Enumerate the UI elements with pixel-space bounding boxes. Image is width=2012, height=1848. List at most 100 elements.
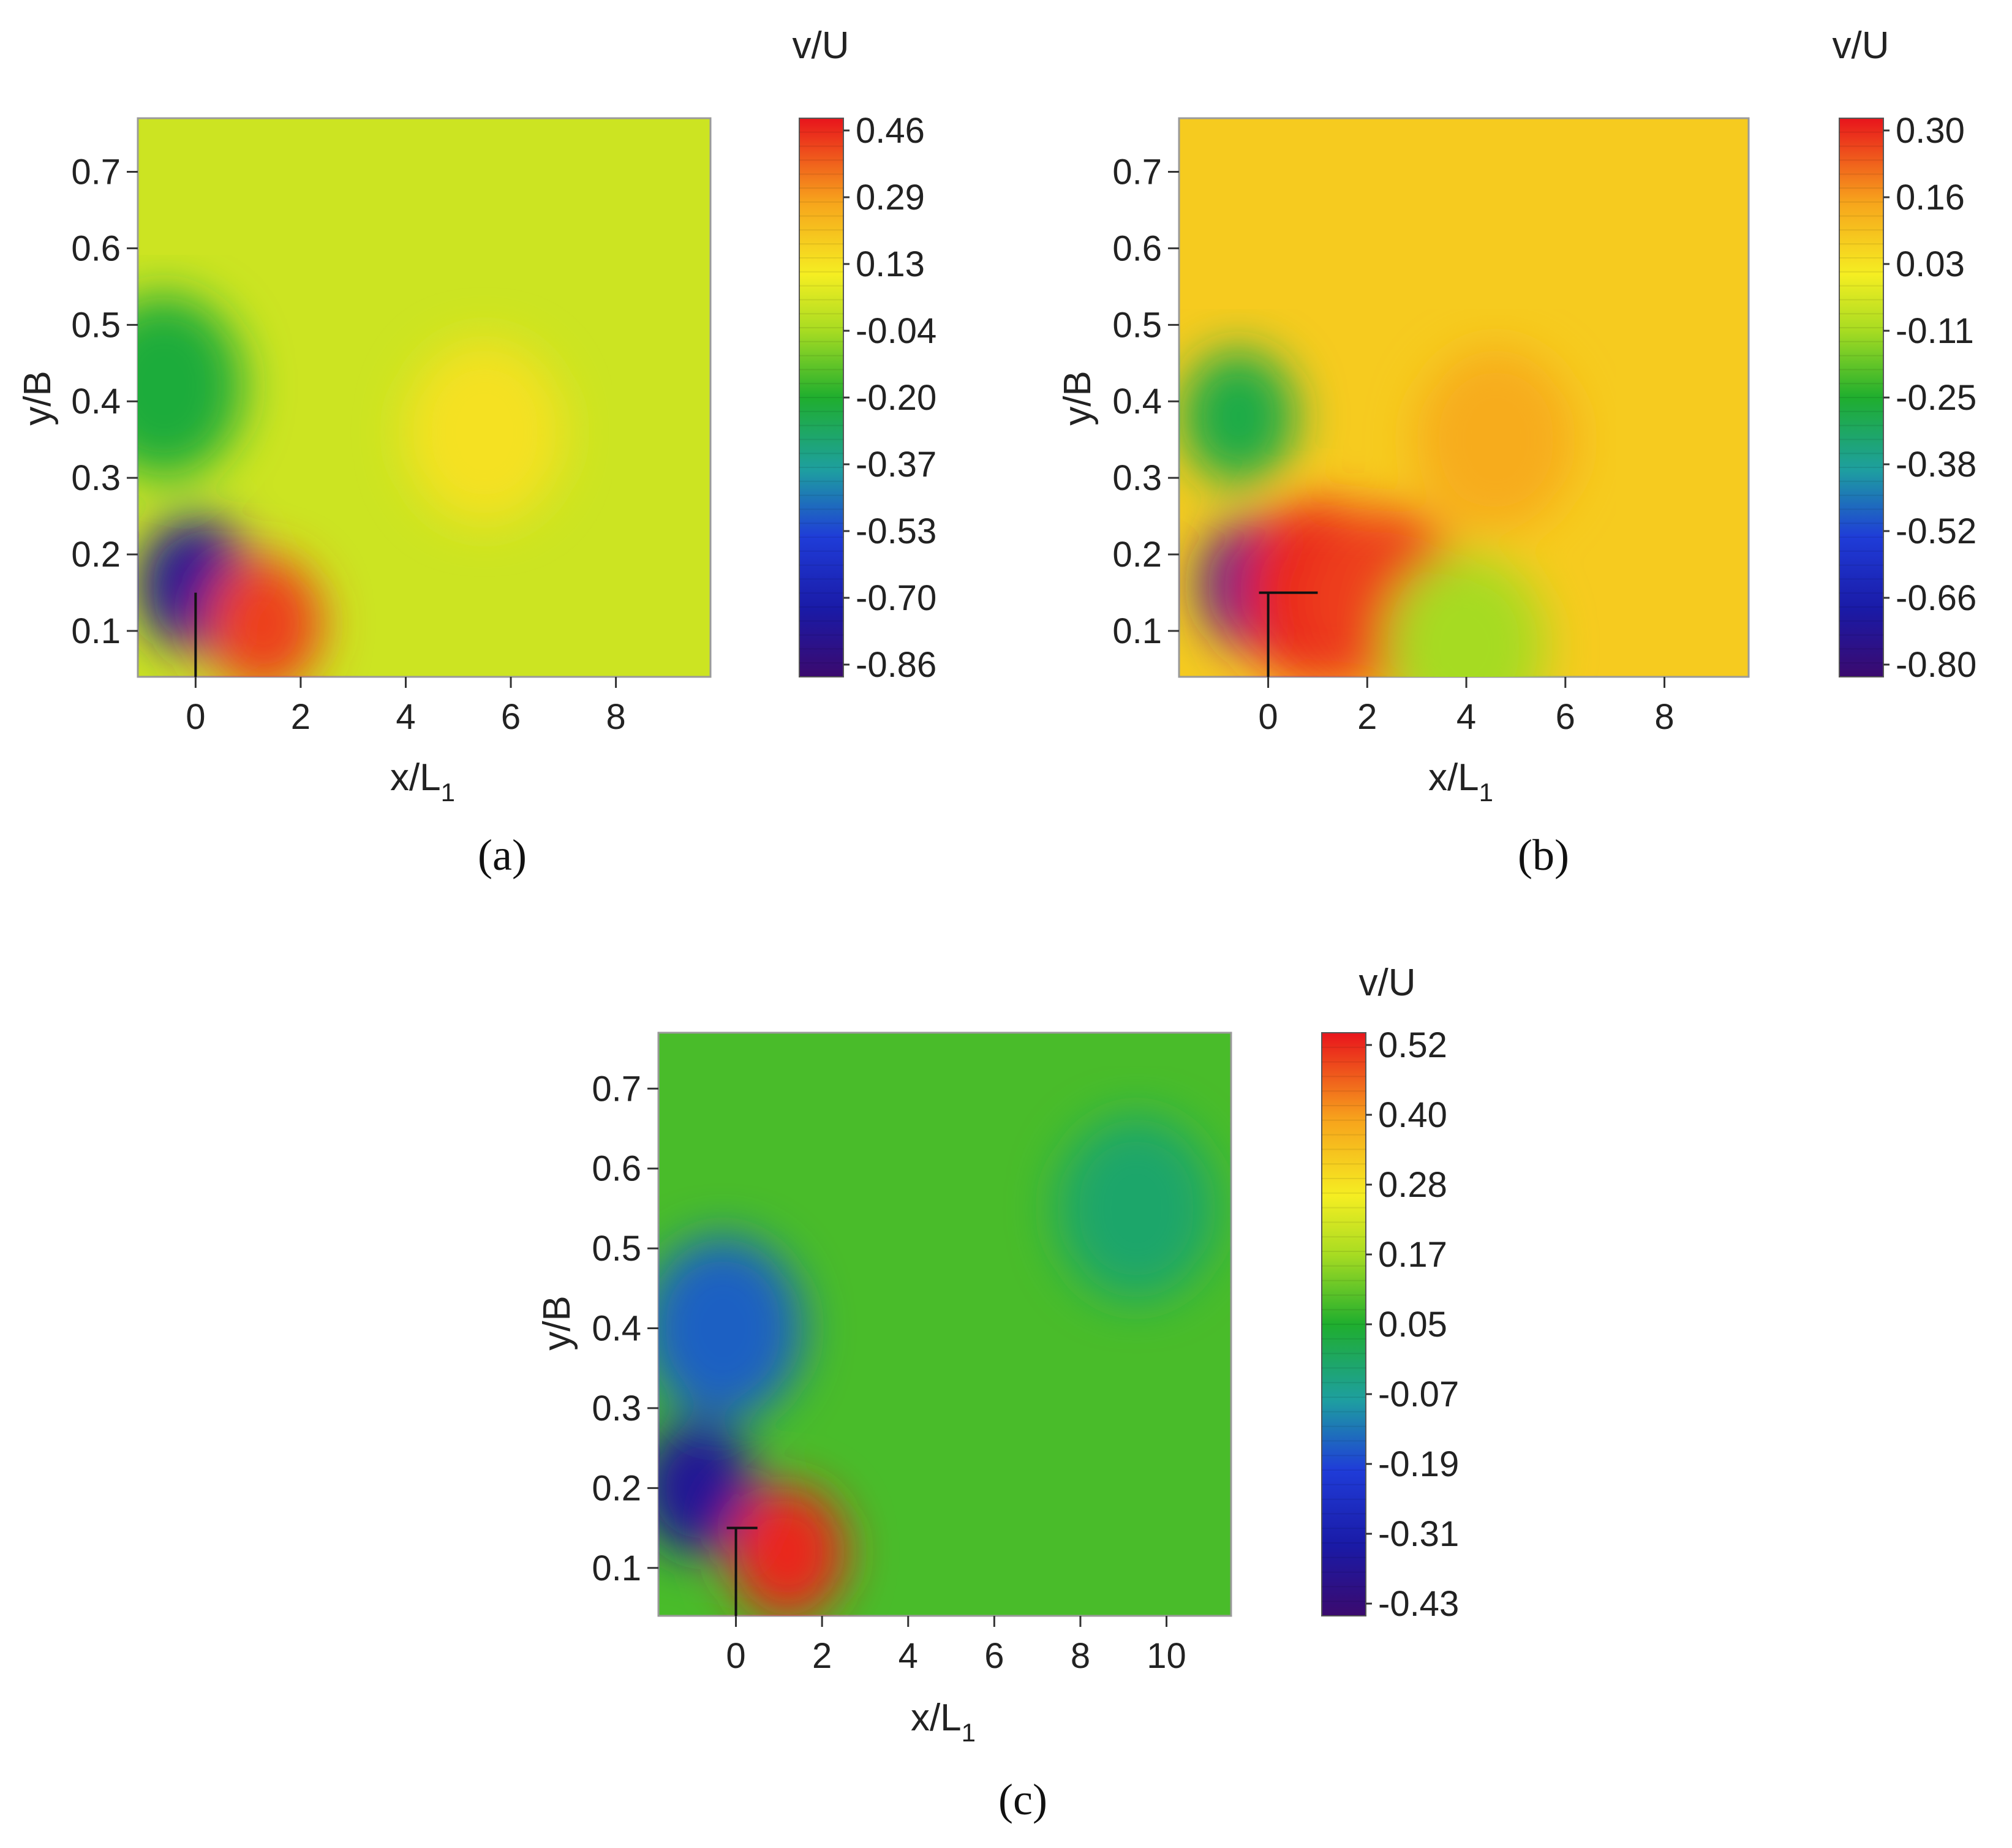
colorbar-tick-label: -0.70 bbox=[856, 578, 936, 618]
field-blob bbox=[729, 1485, 846, 1616]
y-tick-label: 0.5 bbox=[71, 305, 121, 345]
y-tick-label: 0.5 bbox=[592, 1229, 641, 1269]
field-blob bbox=[205, 556, 322, 677]
colorbar-tick-label: -0.20 bbox=[856, 378, 936, 418]
y-tick-label: 0.1 bbox=[1112, 611, 1162, 651]
colorbar-ticks-c: 0.52 0.40 0.28 0.17 0.05 -0.07 -0.19 -0.31 -0.43 bbox=[1322, 1025, 1459, 1624]
x-tick-label: 0 bbox=[186, 697, 205, 737]
y-tick-label: 0.7 bbox=[1112, 152, 1162, 192]
colorbar-tick-label: -0.25 bbox=[1896, 378, 1976, 418]
y-tick-label: 0.2 bbox=[71, 535, 121, 575]
panel-c: 0 2 4 6 8 10 0.1 0.2 0.3 0.4 0.5 0.6 0.7 y/B x/L1 v/… bbox=[536, 962, 1459, 1824]
panel-a: 0 2 4 6 80.10.20.30.40.50.60.7 y/B x/L1 v/U … bbox=[17, 25, 936, 880]
x-tick-label: 4 bbox=[396, 697, 415, 737]
field-blob bbox=[658, 1421, 756, 1555]
y-tick-label: 0.4 bbox=[1112, 382, 1162, 421]
y-tick-label: 0.4 bbox=[592, 1309, 641, 1349]
colorbar-tick-label: -0.37 bbox=[856, 445, 936, 485]
x-tick-label: 0 bbox=[726, 1636, 745, 1676]
colorbar-tick-label: 0.13 bbox=[856, 244, 925, 284]
colorbar-tick-label: 0.30 bbox=[1896, 111, 1965, 151]
x-tick-label: 2 bbox=[291, 697, 311, 737]
colorbar-title-c: v/U bbox=[1359, 962, 1416, 1004]
colorbar-tick-label: -0.43 bbox=[1378, 1584, 1459, 1624]
panel-caption-b: (b) bbox=[1518, 831, 1569, 880]
panel-b: 0 2 4 6 80.10.20.30.40.50.60.7 y/B x/L1 v/U … bbox=[1057, 25, 1976, 880]
colorbar-tick-label: -0.31 bbox=[1378, 1514, 1459, 1554]
field-blob bbox=[138, 294, 244, 478]
colorbar-tick-label: -0.66 bbox=[1896, 578, 1976, 618]
colorbar-tick-label: -0.80 bbox=[1896, 645, 1976, 685]
axes-a: 0 2 4 6 8 0.1 0.2 0.3 0.4 0.5 0.6 0.7 bbox=[71, 152, 625, 737]
x-tick-label: 6 bbox=[501, 697, 521, 737]
y-tick-label: 0.4 bbox=[71, 382, 121, 421]
colorbar-tick-label: -0.86 bbox=[856, 645, 936, 685]
x-tick-label: 4 bbox=[1456, 697, 1476, 737]
colorbar-tick-label: -0.52 bbox=[1896, 511, 1976, 551]
colorbar-tick-label: 0.16 bbox=[1896, 178, 1965, 217]
y-tick-label: 0.1 bbox=[592, 1548, 641, 1588]
field-features-b bbox=[1180, 348, 1576, 677]
xlabel-c: x/L1 bbox=[911, 1697, 976, 1747]
field-features-c bbox=[658, 1117, 1216, 1616]
colorbar-tick-label: -0.11 bbox=[1896, 311, 1974, 351]
x-tick-label: 8 bbox=[606, 697, 625, 737]
x-tick-label: 8 bbox=[1071, 1636, 1090, 1676]
x-tick-label: 2 bbox=[812, 1636, 832, 1676]
axes-c: 0 2 4 6 8 10 0.1 0.2 0.3 0.4 0.5 0.6 0.7 bbox=[592, 1069, 1186, 1676]
x-tick-label: 10 bbox=[1147, 1636, 1186, 1676]
field-blob bbox=[405, 340, 565, 524]
y-tick-label: 0.6 bbox=[592, 1149, 641, 1189]
field-blob bbox=[1057, 1117, 1216, 1300]
y-tick-label: 0.7 bbox=[71, 152, 121, 192]
x-tick-label: 6 bbox=[984, 1636, 1004, 1676]
y-tick-label: 0.5 bbox=[1112, 305, 1162, 345]
colorbar-tick-label: -0.53 bbox=[856, 511, 936, 551]
colorbar-tick-label: -0.38 bbox=[1896, 445, 1976, 485]
y-tick-label: 0.2 bbox=[1112, 535, 1162, 575]
colorbar-ticks-b: 0.30 0.16 0.03 -0.11 -0.25 -0.38 -0.52 -0.66 -0.… bbox=[1839, 111, 1976, 685]
field-features-a bbox=[138, 294, 565, 677]
y-tick-label: 0.2 bbox=[592, 1468, 641, 1508]
x-tick-label: 4 bbox=[899, 1636, 918, 1676]
y-tick-label: 0.1 bbox=[71, 611, 121, 651]
colorbar-tick-label: 0.05 bbox=[1378, 1305, 1447, 1345]
field-blob bbox=[658, 1237, 803, 1420]
field-blob bbox=[1416, 348, 1576, 532]
colorbar-ticks-a: 0.46 0.29 0.13 -0.04 -0.20 -0.37 -0.53 -0.70 -0.… bbox=[799, 111, 936, 685]
panel-caption-a: (a) bbox=[478, 831, 527, 880]
xlabel-b: x/L1 bbox=[1428, 756, 1493, 807]
colorbar-tick-label: 0.29 bbox=[856, 178, 925, 217]
xlabel-a: x/L1 bbox=[390, 756, 455, 807]
colorbar-tick-label: 0.46 bbox=[856, 111, 925, 151]
colorbar-c bbox=[1321, 1032, 1366, 1616]
x-tick-label: 6 bbox=[1556, 697, 1575, 737]
field-blob bbox=[1180, 349, 1297, 484]
x-tick-label: 0 bbox=[1258, 697, 1278, 737]
colorbar-tick-label: 0.17 bbox=[1378, 1235, 1447, 1275]
y-tick-label: 0.3 bbox=[592, 1389, 641, 1428]
x-tick-label: 2 bbox=[1357, 697, 1377, 737]
panel-caption-c: (c) bbox=[998, 1775, 1047, 1824]
ylabel-a: y/B bbox=[17, 371, 59, 426]
colorbar-a bbox=[799, 118, 844, 677]
axes-b: 0 2 4 6 8 0.1 0.2 0.3 0.4 0.5 0.6 0.7 bbox=[1112, 152, 1674, 737]
y-tick-label: 0.6 bbox=[1112, 228, 1162, 268]
colorbar-title-b: v/U bbox=[1833, 25, 1890, 67]
ylabel-b: y/B bbox=[1057, 371, 1099, 426]
colorbar-tick-label: 0.03 bbox=[1896, 244, 1965, 284]
colorbar-tick-label: 0.40 bbox=[1378, 1095, 1447, 1135]
colorbar-tick-label: 0.28 bbox=[1378, 1165, 1447, 1205]
colorbar-tick-label: -0.19 bbox=[1378, 1444, 1459, 1484]
ylabel-c: y/B bbox=[536, 1295, 578, 1351]
y-tick-label: 0.3 bbox=[71, 458, 121, 498]
colorbar-b bbox=[1839, 118, 1884, 677]
x-tick-label: 8 bbox=[1654, 697, 1674, 737]
colorbar-tick-label: -0.04 bbox=[856, 311, 936, 351]
y-tick-label: 0.3 bbox=[1112, 458, 1162, 498]
colorbar-tick-label: 0.52 bbox=[1378, 1025, 1447, 1065]
colorbar-tick-label: -0.07 bbox=[1378, 1375, 1459, 1414]
y-tick-label: 0.7 bbox=[592, 1069, 641, 1109]
y-tick-label: 0.6 bbox=[71, 228, 121, 268]
